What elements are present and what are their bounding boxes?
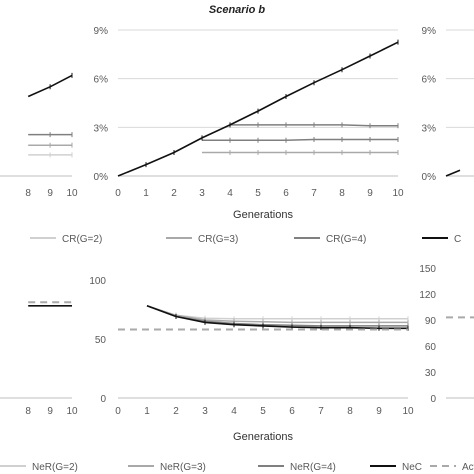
x-tick-label: 4	[227, 188, 233, 199]
y-tick-label: 3%	[94, 123, 109, 134]
x-tick-label: 8	[347, 406, 353, 417]
x-tick-label: 1	[143, 188, 149, 199]
y-tick-label: 6%	[94, 75, 109, 86]
top-legend: CR(G=2) CR(G=3) CR(G=4) C	[30, 234, 461, 245]
y-tick-label: 30	[425, 368, 437, 379]
top-right-panel: 0% 3% 6% 9%	[422, 26, 474, 183]
bottom-right-panel: 0 30 60 90 120 150	[419, 264, 474, 405]
x-tick-label: 6	[289, 406, 295, 417]
bottom-legend: NeR(G=2) NeR(G=3) NeR(G=4) NeC Actua	[0, 462, 474, 473]
y-tick-label: 90	[425, 316, 437, 327]
legend-label: CR(G=4)	[326, 234, 366, 245]
bottom-left-panel: 8 9 10	[0, 301, 78, 417]
x-tick-label: 10	[66, 406, 78, 417]
x-tick-label: 2	[173, 406, 179, 417]
x-tick-label: 3	[199, 188, 205, 199]
x-tick-label: 10	[66, 188, 78, 199]
y-tick-label: 6%	[422, 75, 437, 86]
x-tick-label: 9	[47, 406, 53, 417]
x-tick-label: 6	[283, 188, 289, 199]
y-tick-label: 120	[419, 290, 436, 301]
x-tick-label: 9	[367, 188, 373, 199]
scenario-title: Scenario b	[209, 4, 266, 16]
x-tick-label: 1	[144, 406, 150, 417]
y-tick-label: 60	[425, 342, 437, 353]
x-tick-label: 8	[339, 188, 345, 199]
y-tick-label: 3%	[422, 123, 437, 134]
y-tick-label: 9%	[94, 26, 109, 37]
y-tick-label: 9%	[422, 26, 437, 37]
series-line-c	[445, 169, 461, 177]
legend-label: CR(G=3)	[198, 234, 238, 245]
legend-label: NeR(G=2)	[32, 462, 78, 473]
x-tick-label: 9	[47, 188, 53, 199]
x-tick-label: 0	[115, 406, 121, 417]
x-tick-label: 8	[25, 406, 31, 417]
legend-label: NeR(G=3)	[160, 462, 206, 473]
x-tick-label: 9	[376, 406, 382, 417]
y-tick-label: 100	[89, 276, 106, 287]
x-tick-label: 7	[318, 406, 324, 417]
y-tick-label: 50	[95, 335, 107, 346]
x-tick-label: 5	[260, 406, 266, 417]
series-line-ner-g-3-	[146, 305, 408, 324]
top-center-panel: 0 1 2 3 4 5 6 7 8 9 10 0% 3% 6% 9%	[94, 26, 404, 199]
top-left-panel: 8 9 10	[0, 72, 78, 199]
x-tick-label: 0	[115, 188, 121, 199]
top-x-axis-label: Generations	[233, 209, 293, 221]
x-tick-label: 4	[231, 406, 237, 417]
series-line-ner-g-2-	[146, 305, 408, 320]
x-tick-label: 2	[171, 188, 177, 199]
legend-label: NeC	[402, 462, 422, 473]
legend-label: CR(G=2)	[62, 234, 102, 245]
legend-label: Actua	[462, 462, 474, 473]
series-line-nec	[146, 305, 408, 330]
y-tick-label: 0%	[94, 172, 109, 183]
y-tick-label: 150	[419, 264, 436, 275]
x-tick-label: 7	[311, 188, 317, 199]
x-tick-label: 5	[255, 188, 261, 199]
y-tick-label: 0	[430, 394, 436, 405]
x-tick-label: 10	[402, 406, 414, 417]
x-tick-label: 10	[392, 188, 404, 199]
y-tick-label: 0%	[422, 172, 437, 183]
legend-label: C	[454, 234, 461, 245]
legend-label: NeR(G=4)	[290, 462, 336, 473]
series-line-cr-g-4-	[202, 138, 398, 142]
x-tick-label: 3	[202, 406, 208, 417]
x-tick-label: 8	[25, 188, 31, 199]
y-tick-label: 0	[100, 394, 106, 405]
bottom-center-panel: 0 1 2 3 4 5 6 7 8 9 10 0 50 100	[89, 276, 414, 417]
bottom-x-axis-label: Generations	[233, 431, 293, 443]
